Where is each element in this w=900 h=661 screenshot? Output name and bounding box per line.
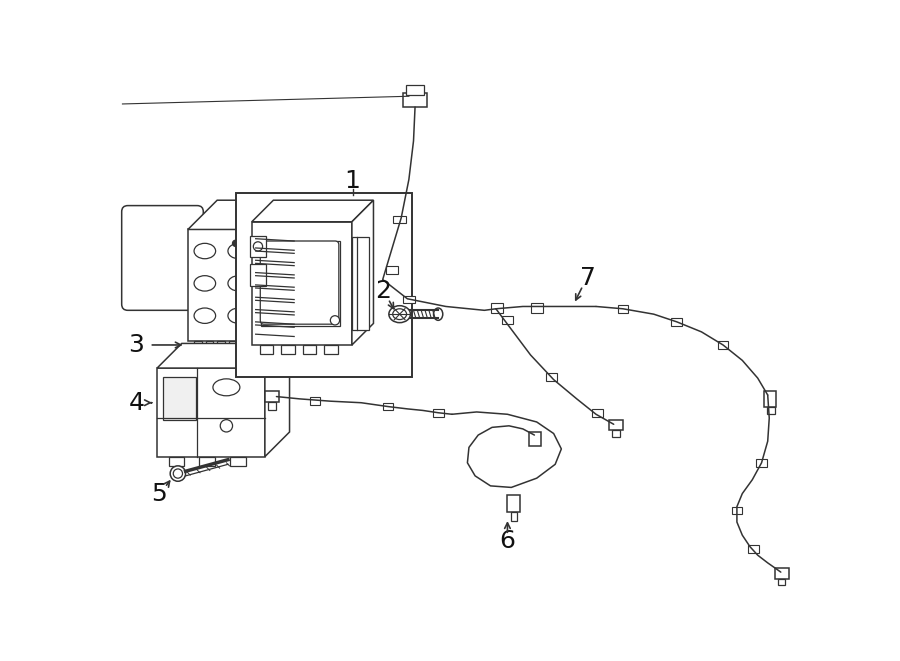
Circle shape bbox=[254, 242, 263, 251]
Ellipse shape bbox=[254, 313, 260, 322]
Circle shape bbox=[220, 420, 232, 432]
Text: 1: 1 bbox=[345, 169, 361, 193]
FancyBboxPatch shape bbox=[260, 241, 338, 324]
Bar bbox=[386, 266, 398, 274]
Polygon shape bbox=[252, 200, 374, 222]
Ellipse shape bbox=[287, 286, 302, 295]
Bar bbox=[502, 317, 513, 324]
Ellipse shape bbox=[228, 308, 249, 323]
Bar bbox=[250, 264, 266, 286]
Bar bbox=[671, 318, 682, 326]
Ellipse shape bbox=[194, 243, 216, 258]
Ellipse shape bbox=[287, 261, 302, 270]
Text: 2: 2 bbox=[374, 279, 391, 303]
Ellipse shape bbox=[228, 276, 249, 291]
Bar bbox=[732, 507, 742, 514]
Bar bbox=[717, 341, 728, 349]
Bar bbox=[237, 193, 412, 377]
Bar bbox=[217, 341, 225, 349]
Ellipse shape bbox=[254, 263, 260, 272]
Ellipse shape bbox=[254, 251, 260, 260]
Bar bbox=[230, 457, 246, 466]
Bar bbox=[775, 568, 788, 579]
Bar bbox=[352, 237, 369, 330]
Bar bbox=[310, 397, 320, 405]
Bar bbox=[756, 459, 767, 467]
Polygon shape bbox=[158, 344, 290, 368]
Ellipse shape bbox=[228, 243, 249, 258]
Bar bbox=[302, 345, 317, 354]
Ellipse shape bbox=[254, 325, 260, 334]
Bar bbox=[194, 341, 202, 349]
Ellipse shape bbox=[194, 308, 216, 323]
Ellipse shape bbox=[389, 305, 410, 323]
Bar bbox=[592, 409, 603, 416]
Ellipse shape bbox=[434, 308, 443, 321]
Bar bbox=[508, 495, 520, 512]
Circle shape bbox=[243, 248, 248, 254]
Ellipse shape bbox=[254, 276, 260, 285]
Bar bbox=[393, 215, 406, 223]
Bar bbox=[406, 85, 424, 95]
Bar bbox=[268, 402, 275, 410]
Polygon shape bbox=[256, 200, 285, 341]
Ellipse shape bbox=[287, 249, 302, 258]
Ellipse shape bbox=[392, 309, 407, 319]
Ellipse shape bbox=[287, 274, 302, 283]
Text: 6: 6 bbox=[500, 529, 516, 553]
Bar bbox=[530, 303, 543, 313]
Bar bbox=[491, 303, 503, 313]
Bar bbox=[259, 345, 274, 354]
Polygon shape bbox=[352, 200, 374, 345]
Bar bbox=[168, 457, 184, 466]
Text: 3: 3 bbox=[129, 333, 144, 357]
Text: 5: 5 bbox=[151, 482, 167, 506]
Bar bbox=[281, 345, 295, 354]
Circle shape bbox=[174, 469, 183, 478]
Bar bbox=[261, 241, 339, 326]
Ellipse shape bbox=[213, 379, 240, 396]
Bar bbox=[163, 377, 195, 420]
Bar bbox=[612, 430, 620, 437]
Ellipse shape bbox=[254, 300, 260, 309]
Ellipse shape bbox=[287, 298, 302, 307]
Ellipse shape bbox=[254, 239, 260, 248]
Circle shape bbox=[330, 316, 339, 325]
Bar bbox=[617, 305, 628, 313]
Bar bbox=[402, 295, 415, 303]
Bar bbox=[250, 235, 266, 257]
Ellipse shape bbox=[287, 310, 302, 319]
Bar bbox=[240, 341, 248, 349]
Bar bbox=[205, 341, 213, 349]
Bar bbox=[188, 229, 256, 341]
Bar bbox=[546, 373, 557, 381]
Bar bbox=[749, 545, 760, 553]
FancyBboxPatch shape bbox=[122, 206, 203, 310]
Bar bbox=[158, 368, 265, 457]
Bar bbox=[382, 403, 393, 410]
Text: 4: 4 bbox=[129, 391, 144, 414]
Bar bbox=[229, 341, 237, 349]
Polygon shape bbox=[188, 200, 285, 229]
Bar bbox=[510, 512, 517, 522]
Bar bbox=[402, 93, 428, 107]
Circle shape bbox=[170, 466, 185, 481]
Ellipse shape bbox=[287, 323, 302, 332]
Polygon shape bbox=[265, 344, 290, 457]
Bar bbox=[609, 420, 623, 430]
Ellipse shape bbox=[194, 276, 216, 291]
Bar bbox=[767, 407, 775, 414]
Bar bbox=[265, 391, 279, 402]
Bar bbox=[252, 222, 352, 345]
Circle shape bbox=[232, 240, 239, 247]
Text: 7: 7 bbox=[580, 266, 596, 290]
Bar bbox=[778, 579, 786, 585]
Bar bbox=[764, 391, 776, 407]
Bar bbox=[324, 345, 338, 354]
Bar bbox=[433, 409, 444, 416]
Ellipse shape bbox=[287, 237, 302, 246]
Bar bbox=[200, 457, 215, 466]
Bar bbox=[529, 432, 541, 446]
Ellipse shape bbox=[254, 288, 260, 297]
